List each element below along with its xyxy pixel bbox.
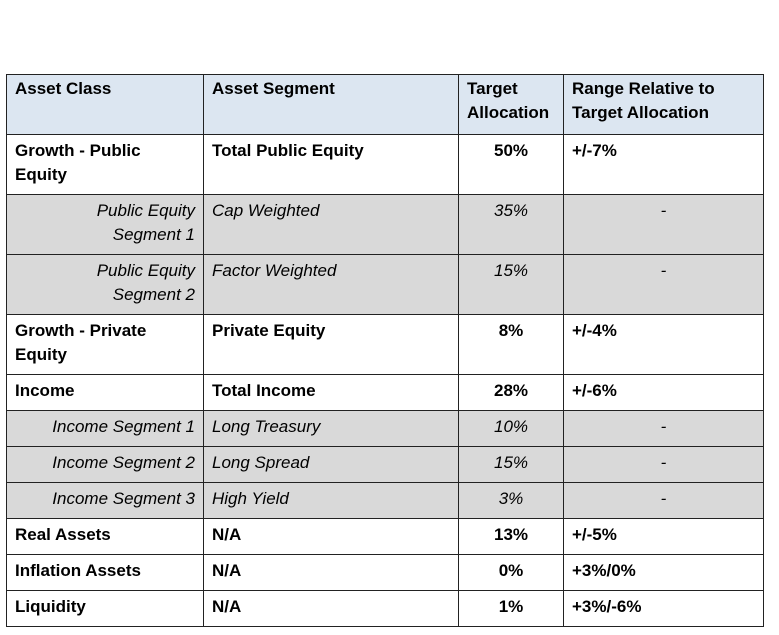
table-row: Income Segment 2 Long Spread 15% - — [6, 446, 764, 483]
table-row: Real Assets N/A 13% +/-5% — [6, 518, 764, 555]
header-row: Asset Class Asset Segment Target Allocati… — [6, 74, 764, 135]
cell-asset-class: Real Assets — [6, 518, 204, 555]
cell-asset-class: Growth - Private Equity — [6, 314, 204, 375]
cell-asset-segment: Long Treasury — [203, 410, 459, 447]
cell-asset-class: Income Segment 2 — [6, 446, 204, 483]
cell-target: 3% — [458, 482, 564, 519]
header-target-allocation: Target Allocation — [458, 74, 564, 135]
cell-asset-segment: Total Income — [203, 374, 459, 411]
header-asset-class: Asset Class — [6, 74, 204, 135]
cell-asset-segment: Cap Weighted — [203, 194, 459, 255]
cell-range: - — [563, 194, 764, 255]
cell-asset-class: Public Equity Segment 2 — [6, 254, 204, 315]
cell-asset-class: Income Segment 3 — [6, 482, 204, 519]
cell-range: +/-4% — [563, 314, 764, 375]
header-asset-segment: Asset Segment — [203, 74, 459, 135]
cell-target: 0% — [458, 554, 564, 591]
cell-asset-class: Liquidity — [6, 590, 204, 627]
cell-asset-segment: High Yield — [203, 482, 459, 519]
asset-class-line2: Segment 2 — [112, 285, 195, 304]
cell-range: - — [563, 254, 764, 315]
header-asset-class-label: Asset Class — [15, 79, 112, 98]
table-row: Income Total Income 28% +/-6% — [6, 374, 764, 411]
cell-target: 15% — [458, 446, 564, 483]
cell-asset-segment: N/A — [203, 554, 459, 591]
cell-target: 8% — [458, 314, 564, 375]
table-row: Growth - Public Equity Total Public Equit… — [6, 134, 764, 195]
asset-class-line1: Public Equity — [96, 201, 195, 220]
asset-class-line1: Growth - Public — [15, 141, 141, 160]
asset-class-line2: Equity — [15, 345, 67, 364]
cell-asset-segment: Factor Weighted — [203, 254, 459, 315]
table-row: Income Segment 3 High Yield 3% - — [6, 482, 764, 519]
cell-target: 13% — [458, 518, 564, 555]
cell-asset-segment: N/A — [203, 590, 459, 627]
cell-target: 35% — [458, 194, 564, 255]
asset-class-line2: Segment 1 — [112, 225, 195, 244]
table-row: Income Segment 1 Long Treasury 10% - — [6, 410, 764, 447]
cell-range: +/-7% — [563, 134, 764, 195]
header-asset-segment-label: Asset Segment — [212, 79, 335, 98]
header-target-line2: Allocation — [467, 103, 550, 122]
table-row: Public Equity Segment 1 Cap Weighted 35% … — [6, 194, 764, 255]
cell-target: 1% — [458, 590, 564, 627]
cell-asset-class: Income — [6, 374, 204, 411]
cell-asset-segment: N/A — [203, 518, 459, 555]
asset-class-line2: Equity — [15, 165, 67, 184]
cell-target: 50% — [458, 134, 564, 195]
cell-asset-segment: Total Public Equity — [203, 134, 459, 195]
table-row: Growth - Private Equity Private Equity 8%… — [6, 314, 764, 375]
asset-allocation-table: Asset Class Asset Segment Target Allocati… — [6, 74, 764, 627]
cell-range: - — [563, 446, 764, 483]
table-row: Liquidity N/A 1% +3%/-6% — [6, 590, 764, 627]
cell-asset-class: Income Segment 1 — [6, 410, 204, 447]
cell-asset-segment: Private Equity — [203, 314, 459, 375]
table-row: Public Equity Segment 2 Factor Weighted 1… — [6, 254, 764, 315]
asset-class-line1: Public Equity — [96, 261, 195, 280]
table-row: Inflation Assets N/A 0% +3%/0% — [6, 554, 764, 591]
cell-range: - — [563, 482, 764, 519]
cell-asset-class: Public Equity Segment 1 — [6, 194, 204, 255]
header-target-line1: Target — [467, 79, 518, 98]
cell-target: 10% — [458, 410, 564, 447]
cell-target: 15% — [458, 254, 564, 315]
cell-asset-segment: Long Spread — [203, 446, 459, 483]
cell-range: +/-5% — [563, 518, 764, 555]
cell-range: +3%/-6% — [563, 590, 764, 627]
cell-range: +3%/0% — [563, 554, 764, 591]
header-range-line1: Range Relative to — [572, 79, 715, 98]
cell-range: +/-6% — [563, 374, 764, 411]
header-range-line2: Target Allocation — [572, 103, 709, 122]
header-range: Range Relative to Target Allocation — [563, 74, 764, 135]
cell-asset-class: Growth - Public Equity — [6, 134, 204, 195]
cell-range: - — [563, 410, 764, 447]
asset-class-line1: Growth - Private — [15, 321, 147, 340]
cell-target: 28% — [458, 374, 564, 411]
cell-asset-class: Inflation Assets — [6, 554, 204, 591]
